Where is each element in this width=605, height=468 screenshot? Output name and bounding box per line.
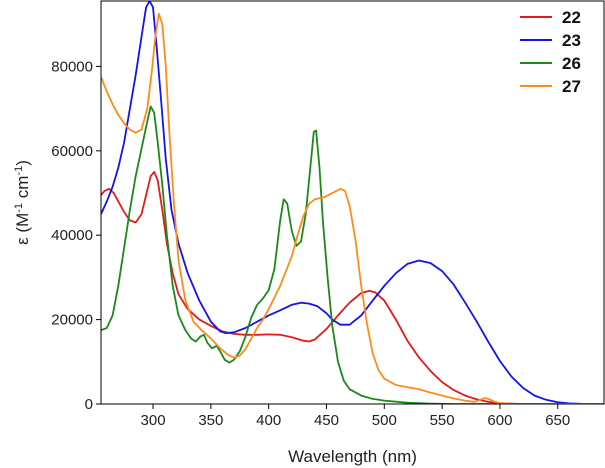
x-tick-label: 600	[487, 412, 512, 429]
x-tick-label: 400	[256, 412, 281, 429]
x-tick-label: 500	[372, 412, 397, 429]
x-axis: 300 350 400 450 500 550 600 650	[141, 404, 570, 429]
y-axis-title-prefix: ε (M	[13, 213, 32, 245]
series-line-23	[101, 1, 604, 404]
y-tick-label: 80000	[51, 58, 93, 75]
series-layer	[101, 1, 604, 404]
plot-frame	[100, 0, 605, 405]
x-tick-label: 650	[545, 412, 570, 429]
y-axis-title-sup1: -1	[13, 203, 25, 213]
y-tick-label: 0	[85, 396, 93, 413]
series-line-27	[101, 12, 604, 404]
x-tick-label: 450	[314, 412, 339, 429]
x-tick-label: 550	[430, 412, 455, 429]
legend-label-26: 26	[562, 54, 581, 73]
y-axis: 0 20000 40000 60000 80000	[51, 58, 101, 413]
legend-label-27: 27	[562, 77, 581, 96]
legend-label-22: 22	[562, 8, 581, 27]
legend-label-23: 23	[562, 31, 581, 50]
legend: 22 23 26 27	[520, 8, 581, 96]
series-line-26	[101, 105, 604, 404]
x-tick-label: 300	[141, 412, 166, 429]
y-axis-title-mid: cm	[13, 176, 32, 203]
y-tick-label: 20000	[51, 312, 93, 329]
y-axis-title-sup2: -1	[13, 166, 25, 176]
y-axis-title-suffix: )	[13, 160, 32, 166]
x-tick-label: 350	[198, 412, 223, 429]
x-axis-title: Wavelength (nm)	[288, 447, 417, 466]
y-tick-label: 40000	[51, 227, 93, 244]
series-line-22	[101, 171, 604, 404]
y-axis-title: ε (M-1 cm-1)	[13, 160, 32, 245]
y-tick-label: 60000	[51, 143, 93, 160]
